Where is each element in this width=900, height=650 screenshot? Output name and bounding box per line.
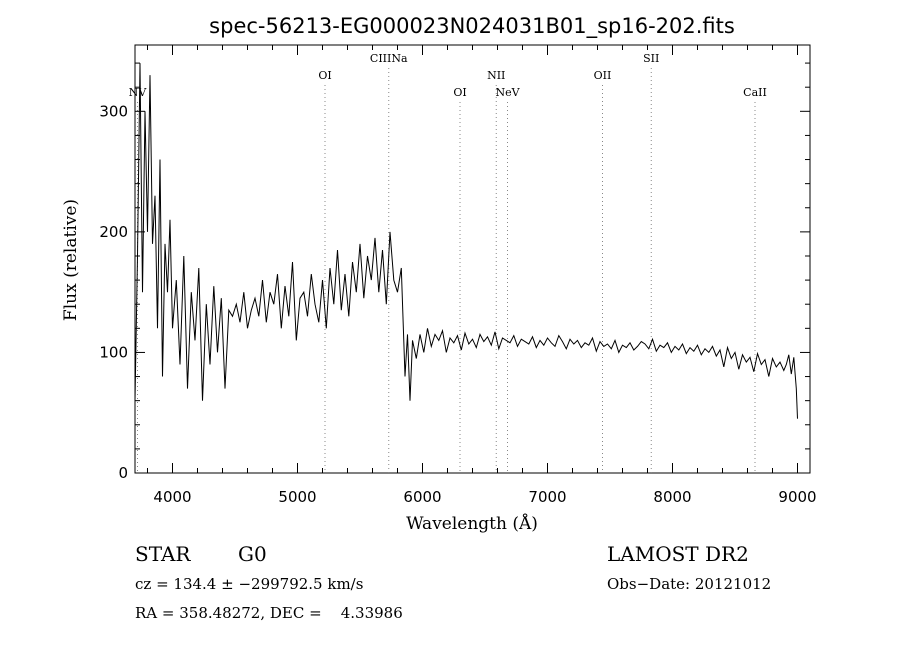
x-axis-title: Wavelength (Å)	[406, 513, 538, 534]
x-tick-label-7000: 7000	[528, 488, 566, 506]
y-tick-label-200: 200	[99, 223, 128, 241]
spectrum-series	[134, 63, 798, 419]
axis-tick-labels: 4000 5000 6000 7000 8000 9000 0 100 200 300	[99, 102, 816, 506]
y-axis-title: Flux (relative)	[61, 199, 81, 321]
object-subclass: G0	[238, 542, 267, 566]
line-marker-label-7: SII	[643, 52, 659, 65]
coordinates-readout: RA = 358.48272, DEC = 4.33986	[135, 604, 403, 622]
x-tick-label-8000: 8000	[653, 488, 691, 506]
plot-frame	[134, 44, 811, 474]
x-tick-label-6000: 6000	[403, 488, 441, 506]
y-tick-label-300: 300	[99, 102, 128, 120]
redshift-readout: cz = 134.4 ± −299792.5 km/s	[135, 575, 364, 593]
line-marker-labels: NV OI CIIINa OI NII NeV OII SII CaII	[129, 52, 767, 99]
axis-ticks	[135, 45, 810, 474]
line-markers	[137, 68, 756, 473]
spectrum-line	[134, 63, 798, 419]
line-marker-label-4: NII	[487, 69, 505, 82]
line-marker-label-8: CaII	[743, 86, 767, 99]
line-marker-label-6: OII	[594, 69, 612, 82]
observation-date: Obs−Date: 20121012	[607, 575, 772, 593]
chart-title: spec-56213-EG000023N024031B01_sp16-202.f…	[209, 14, 735, 39]
line-marker-label-1: OI	[318, 69, 331, 82]
x-tick-label-5000: 5000	[278, 488, 316, 506]
y-tick-label-0: 0	[118, 464, 128, 482]
object-class: STAR	[135, 542, 191, 566]
y-tick-label-100: 100	[99, 343, 128, 361]
x-tick-label-4000: 4000	[153, 488, 191, 506]
line-marker-label-0: NV	[129, 86, 148, 99]
survey-name: LAMOST DR2	[607, 542, 749, 566]
plot-border	[134, 44, 811, 474]
line-marker-label-5: NeV	[495, 86, 520, 99]
line-marker-label-3: OI	[453, 86, 466, 99]
line-marker-label-2: CIIINa	[370, 52, 408, 65]
x-tick-label-9000: 9000	[778, 488, 816, 506]
